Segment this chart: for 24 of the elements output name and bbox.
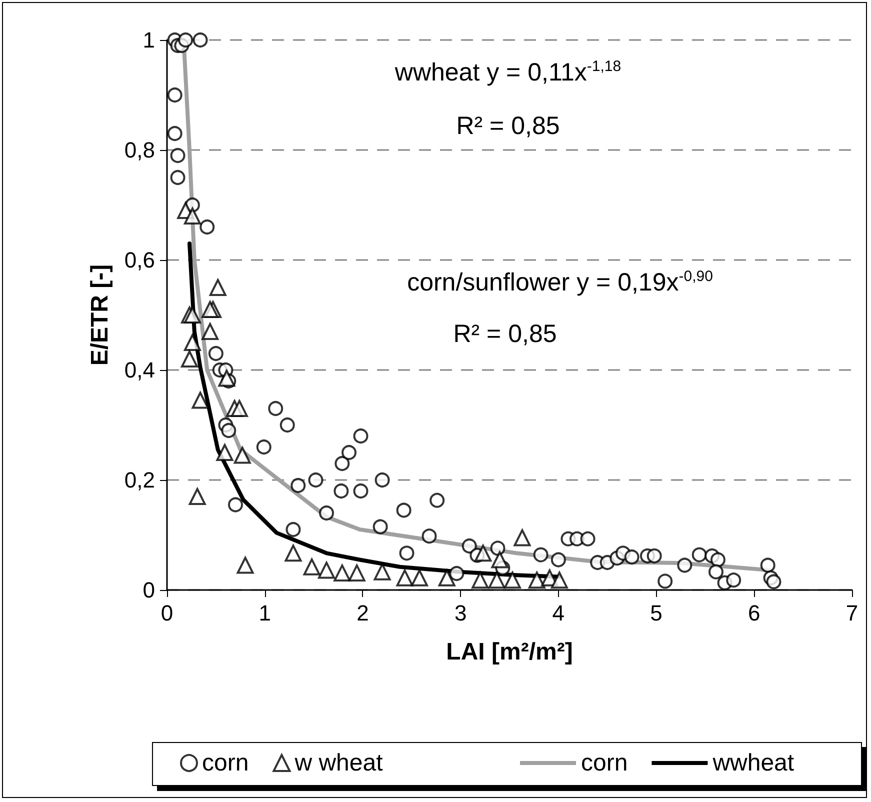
y-axis-title: E/ETR [-]: [86, 264, 114, 366]
x-tick-label: 0: [160, 600, 174, 626]
annotation: corn/sunflower y = 0,19x$^{-0,90}$: [407, 268, 713, 298]
y-tick-label: 0,2: [124, 468, 155, 492]
x-tick-label: 2: [356, 600, 369, 626]
annotation: R² = 0,85: [456, 112, 560, 141]
x-tick-label: 4: [552, 600, 565, 626]
x-tick-label: 6: [748, 600, 760, 626]
x-tick-label: 5: [650, 600, 662, 626]
legend-label: w wheat: [294, 750, 384, 776]
x-tick-label: 3: [454, 600, 467, 626]
y-tick-label: 0,6: [124, 248, 155, 272]
legend-label: corn: [581, 750, 628, 776]
x-tick-label: 1: [258, 600, 271, 626]
y-tick-label: 0: [142, 578, 155, 602]
legend-label: corn: [202, 750, 249, 776]
y-tick-label: 0,4: [124, 358, 155, 382]
annotation: wwheat y = 0,11x$^{-1,18}$: [394, 58, 622, 88]
legend-label: wwheat: [712, 750, 794, 776]
y-tick-label: 1: [142, 28, 155, 52]
x-tick-label: 7: [846, 600, 858, 626]
annotation: R² = 0,85: [453, 320, 557, 349]
y-tick-label: 0,8: [124, 138, 155, 162]
x-axis-title: LAI [m²/m²]: [446, 638, 573, 666]
